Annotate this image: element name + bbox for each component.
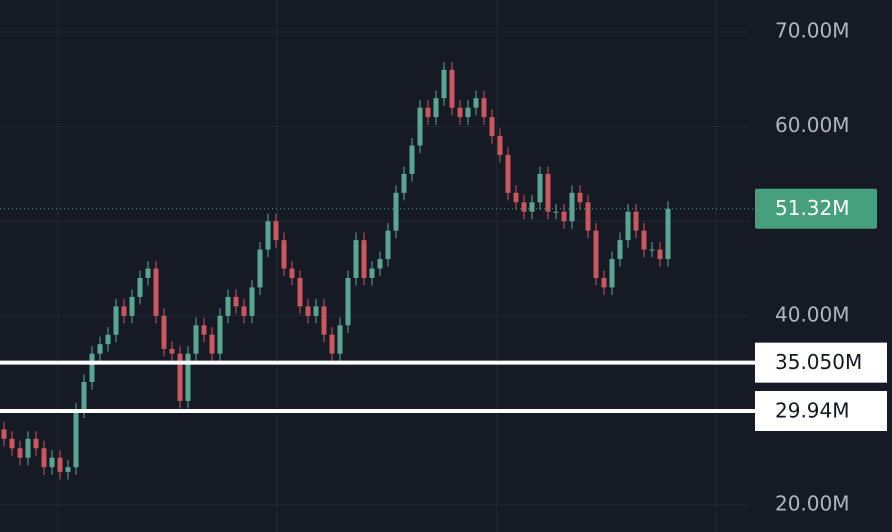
candle-body bbox=[617, 240, 623, 260]
candle-body bbox=[561, 211, 567, 222]
last-price-label: 51.32M bbox=[775, 196, 850, 220]
candle-body bbox=[497, 136, 503, 155]
candle-body bbox=[17, 448, 23, 458]
candle-body bbox=[441, 69, 447, 99]
candle-body bbox=[409, 145, 415, 174]
candle-body bbox=[505, 154, 511, 193]
candle-body bbox=[49, 457, 55, 468]
candle-body bbox=[489, 117, 495, 137]
candle-body bbox=[185, 353, 191, 401]
candle-body bbox=[193, 325, 199, 354]
candle-body bbox=[369, 268, 375, 278]
candle-body bbox=[577, 192, 583, 203]
y-tick-label: 60.00M bbox=[775, 113, 850, 137]
candle-body bbox=[321, 306, 327, 335]
candle-body bbox=[177, 353, 183, 401]
candle-body bbox=[633, 211, 639, 231]
candle-body bbox=[641, 230, 647, 250]
candle-body bbox=[81, 382, 87, 411]
candle-body bbox=[609, 259, 615, 288]
candle-body bbox=[73, 410, 79, 468]
y-tick-label: 70.00M bbox=[775, 18, 850, 42]
y-tick-label: 20.00M bbox=[775, 492, 850, 516]
candle-body bbox=[201, 325, 207, 335]
candle-body bbox=[569, 192, 575, 222]
candle-body bbox=[145, 268, 151, 278]
candle-body bbox=[449, 69, 455, 108]
candle-body bbox=[393, 192, 399, 231]
candle-body bbox=[233, 296, 239, 307]
candle-body bbox=[457, 107, 463, 118]
candle-body bbox=[153, 268, 159, 316]
level-tag bbox=[755, 342, 887, 383]
candle-body bbox=[529, 202, 535, 212]
level-label: 35.050M bbox=[775, 350, 862, 374]
candle-body bbox=[265, 221, 271, 250]
candle-body bbox=[649, 249, 655, 251]
candle-body bbox=[281, 240, 287, 269]
candle-body bbox=[241, 306, 247, 316]
last-price-tag bbox=[755, 188, 877, 229]
candle-body bbox=[273, 221, 279, 241]
candle-body bbox=[1, 429, 7, 439]
candle-body bbox=[305, 306, 311, 316]
y-tick-label: 40.00M bbox=[775, 302, 850, 326]
candle-body bbox=[345, 277, 351, 326]
candle-body bbox=[665, 208, 671, 260]
candle-body bbox=[9, 438, 15, 449]
level-label: 29.94M bbox=[775, 398, 850, 422]
candle-body bbox=[25, 438, 31, 458]
candle-body bbox=[89, 353, 95, 383]
candle-body bbox=[161, 315, 167, 349]
candle-body bbox=[465, 107, 471, 118]
candle-body bbox=[545, 173, 551, 212]
candle-body bbox=[41, 448, 47, 468]
candle-body bbox=[97, 344, 103, 354]
candle-body bbox=[257, 249, 263, 288]
candle-body bbox=[377, 259, 383, 269]
level-tag bbox=[755, 390, 887, 431]
candle-body bbox=[65, 467, 71, 472]
candle-body bbox=[289, 268, 295, 278]
candle-body bbox=[481, 98, 487, 118]
candle-body bbox=[361, 240, 367, 278]
candle-body bbox=[217, 315, 223, 354]
candle-body bbox=[249, 287, 255, 316]
candle-body bbox=[585, 202, 591, 231]
candle-body bbox=[353, 240, 359, 278]
candle-body bbox=[121, 306, 127, 316]
candle-body bbox=[537, 173, 543, 203]
candle-body bbox=[225, 296, 231, 316]
candle-body bbox=[593, 230, 599, 278]
candle-body bbox=[513, 192, 519, 203]
candle-body bbox=[105, 334, 111, 345]
candle-body bbox=[329, 334, 335, 354]
candle-body bbox=[401, 173, 407, 193]
candle-body bbox=[625, 211, 631, 241]
candle-body bbox=[337, 325, 343, 354]
candle-body bbox=[473, 98, 479, 108]
candle-body bbox=[129, 296, 135, 316]
candle-body bbox=[313, 306, 319, 316]
candle-body bbox=[521, 202, 527, 212]
candle-body bbox=[433, 98, 439, 118]
candle-body bbox=[425, 107, 431, 118]
candle-body bbox=[657, 249, 663, 260]
candle-body bbox=[33, 438, 39, 449]
candle-body bbox=[553, 211, 559, 213]
candle-body bbox=[209, 334, 215, 354]
candle-body bbox=[137, 277, 143, 297]
candle-body bbox=[385, 230, 391, 260]
candle-body bbox=[601, 277, 607, 288]
candle-body bbox=[57, 457, 63, 472]
candle-body bbox=[417, 107, 423, 146]
candle-body bbox=[169, 348, 175, 354]
candle-body bbox=[113, 306, 119, 335]
candle-body bbox=[297, 277, 303, 307]
vertical-grid bbox=[57, 0, 717, 532]
